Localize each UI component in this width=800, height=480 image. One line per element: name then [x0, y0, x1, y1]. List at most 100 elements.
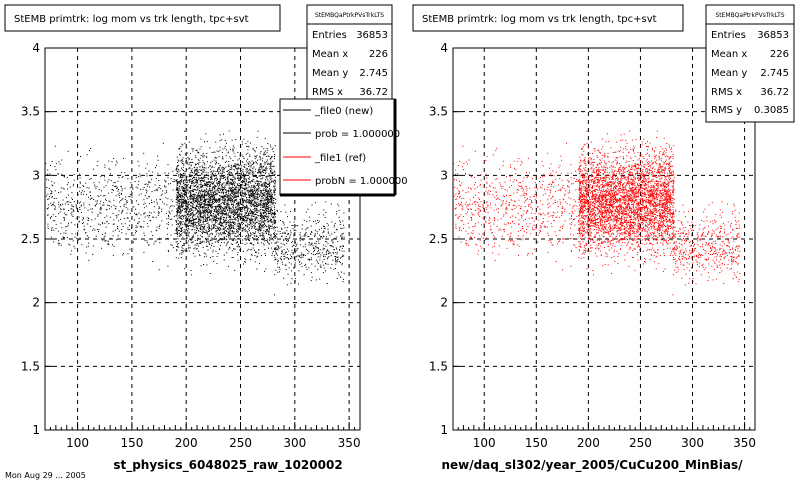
scatter-point — [223, 208, 225, 210]
scatter-point — [315, 245, 317, 247]
scatter-point — [179, 180, 181, 182]
scatter-point — [183, 173, 185, 175]
scatter-point — [207, 191, 209, 193]
scatter-point — [213, 170, 215, 172]
scatter-point — [122, 254, 124, 256]
scatter-point — [266, 218, 268, 220]
scatter-point — [230, 195, 232, 197]
scatter-point — [205, 204, 207, 206]
scatter-point — [170, 199, 172, 201]
scatter-point — [184, 130, 186, 132]
scatter-point — [216, 182, 218, 184]
scatter-point — [247, 248, 249, 250]
scatter-point — [203, 169, 205, 171]
scatter-point — [239, 234, 241, 235]
scatter-point — [203, 204, 205, 206]
scatter-point — [74, 224, 76, 226]
scatter-point — [159, 224, 161, 226]
scatter-point — [107, 240, 109, 242]
scatter-point — [227, 204, 229, 206]
scatter-point — [224, 198, 226, 200]
scatter-point — [195, 182, 197, 184]
scatter-point — [270, 204, 272, 206]
scatter-point — [72, 206, 74, 208]
scatter-point — [315, 223, 317, 225]
scatter-point — [178, 187, 180, 189]
scatter-point — [205, 242, 207, 244]
scatter-point — [253, 222, 255, 224]
scatter-point — [279, 266, 280, 268]
scatter-point — [340, 235, 342, 237]
scatter-point — [212, 198, 214, 200]
scatter-point — [143, 199, 145, 201]
scatter-point — [221, 197, 223, 199]
scatter-point — [235, 182, 237, 184]
scatter-point — [214, 187, 216, 189]
scatter-point — [220, 176, 222, 178]
scatter-point — [227, 179, 229, 181]
scatter-point — [263, 244, 265, 246]
scatter-point — [193, 176, 195, 178]
scatter-point — [223, 195, 225, 197]
scatter-point — [55, 223, 57, 225]
scatter-point — [236, 209, 238, 210]
scatter-point — [227, 165, 229, 167]
scatter-point — [122, 198, 124, 200]
scatter-point — [234, 193, 236, 195]
scatter-point — [327, 250, 329, 251]
scatter-point — [272, 210, 273, 211]
scatter-point — [239, 246, 241, 248]
scatter-point — [225, 200, 227, 202]
scatter-point — [181, 174, 183, 175]
scatter-point — [198, 222, 200, 224]
scatter-point — [176, 214, 178, 216]
scatter-point — [271, 196, 273, 198]
scatter-point — [199, 180, 201, 182]
scatter-point — [341, 228, 343, 229]
scatter-point — [244, 216, 246, 218]
scatter-point — [185, 175, 187, 177]
scatter-point — [267, 241, 268, 243]
scatter-point — [204, 224, 206, 226]
scatter-point — [135, 230, 137, 231]
scatter-point — [265, 211, 266, 213]
scatter-point — [186, 214, 188, 216]
scatter-point — [164, 192, 166, 194]
scatter-point — [261, 215, 263, 216]
scatter-point — [247, 182, 249, 184]
scatter-point — [182, 223, 184, 225]
scatter-point — [196, 201, 197, 203]
scatter-point — [266, 238, 268, 240]
scatter-point — [161, 208, 163, 210]
scatter-point — [210, 162, 212, 164]
scatter-point — [261, 226, 263, 228]
scatter-point — [52, 203, 54, 205]
scatter-point — [227, 176, 229, 178]
scatter-point — [274, 226, 276, 228]
scatter-point — [259, 227, 260, 229]
scatter-point — [213, 182, 215, 184]
scatter-point — [231, 230, 233, 232]
scatter-point — [177, 226, 179, 228]
scatter-point — [257, 239, 259, 241]
scatter-point — [303, 220, 305, 221]
scatter-point — [215, 205, 217, 207]
scatter-point — [229, 216, 231, 218]
scatter-point — [237, 203, 239, 205]
scatter-point — [127, 217, 129, 219]
scatter-point — [273, 202, 274, 204]
scatter-point — [203, 185, 205, 186]
scatter-point — [208, 229, 210, 231]
scatter-point — [242, 175, 244, 177]
scatter-point — [262, 197, 264, 199]
scatter-point — [258, 226, 260, 228]
scatter-point — [235, 213, 237, 215]
scatter-point — [170, 219, 172, 220]
scatter-point — [176, 189, 178, 191]
scatter-point — [193, 178, 195, 180]
scatter-point — [241, 222, 242, 224]
scatter-point — [191, 148, 193, 150]
scatter-point — [180, 150, 182, 152]
scatter-point — [269, 185, 271, 186]
scatter-point — [237, 192, 239, 194]
